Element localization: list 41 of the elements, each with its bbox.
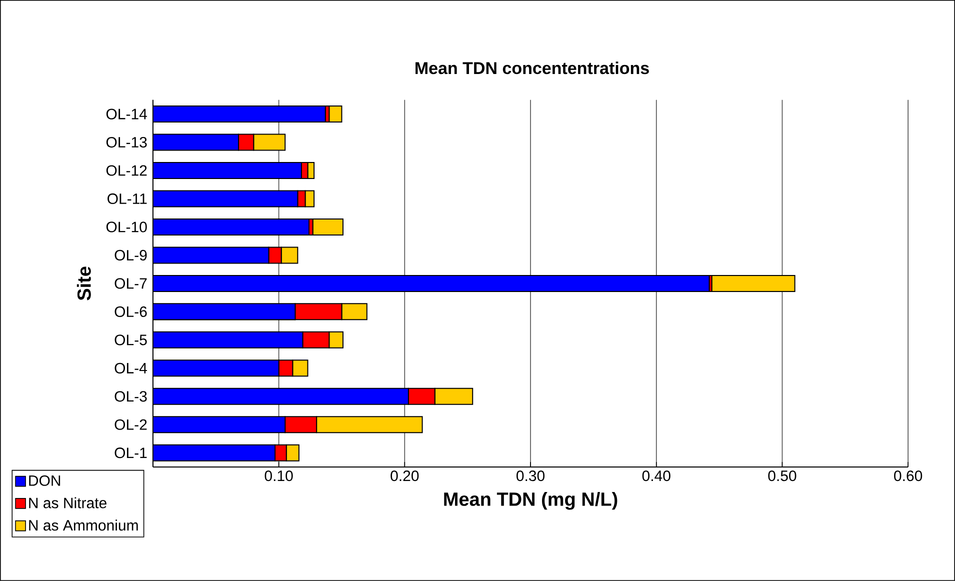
y-tick-label: OL-14 [106,108,147,120]
bar [152,218,310,236]
bar [152,331,304,348]
y-tick-label: OL-5 [114,334,147,346]
bar [312,218,344,236]
bar [328,106,342,123]
y-tick-label: OL-6 [114,306,147,318]
legend-label: DON [29,475,60,486]
bar [152,360,280,377]
x-tick-label: 0.40 [642,470,670,482]
y-tick-label: OL-13 [106,137,147,148]
bar [152,246,270,264]
bar [152,444,276,462]
y-tick-label: OL-2 [114,419,147,430]
legend-label: N as Ammonium [29,520,138,531]
x-axis-title: Mean TDN (mg N/L) [444,492,618,510]
x-tick-label: 0.30 [516,470,545,482]
chart-title: Mean TDN concententrations [416,62,649,74]
x-tick-label: 0.50 [768,470,796,482]
bar [152,388,409,405]
bar [152,274,710,292]
y-tick-label: OL-3 [114,391,147,402]
y-tick-label: OL-9 [114,250,147,261]
y-axis-title: Site [76,266,91,300]
bar [152,303,296,320]
y-tick-label: OL-4 [114,362,147,374]
y-tick-label: OL-12 [106,165,147,176]
bar [711,274,796,292]
y-tick-label: OL-11 [108,193,147,204]
bar [152,134,240,151]
y-tick-label: OL-7 [114,278,147,289]
x-tick-label: 0.60 [894,470,922,482]
bar [152,190,298,208]
bar [152,162,302,180]
bar [152,106,326,123]
y-tick-label: OL-1 [114,448,147,458]
x-tick-label: 0.10 [264,470,293,482]
bar [152,416,286,434]
legend-label: N as Nitrate [29,497,106,508]
y-tick-label: OL-10 [106,222,147,232]
x-tick-label: 0.20 [390,470,419,482]
